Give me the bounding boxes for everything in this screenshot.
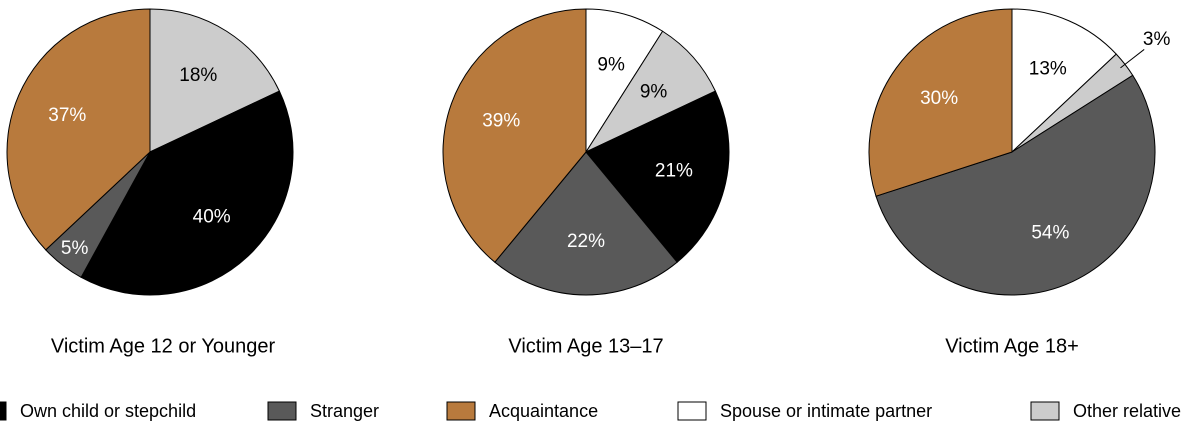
legend-label: Own child or stepchild	[20, 401, 196, 421]
data-label: 21%	[655, 161, 693, 182]
pie-slice	[585, 90, 730, 263]
pie-slice	[585, 8, 664, 154]
data-label: 37%	[48, 105, 86, 126]
data-label: 30%	[920, 88, 958, 109]
legend-swatch	[0, 401, 7, 421]
data-label: 54%	[1031, 223, 1069, 244]
legend-swatch	[677, 401, 707, 421]
data-label: 9%	[597, 55, 625, 76]
pie-slice	[80, 90, 294, 296]
pie-slice	[868, 8, 1013, 197]
pie-title: Victim Age 12 or Younger	[51, 335, 276, 357]
pie-slice	[1011, 8, 1117, 154]
pie-slice	[584, 30, 717, 154]
legend-label: Acquaintance	[489, 401, 598, 421]
pie-slice	[6, 8, 151, 251]
legend-swatch	[267, 401, 297, 421]
data-label: 9%	[640, 81, 668, 102]
data-label: 5%	[61, 238, 89, 259]
data-label: 22%	[567, 231, 605, 252]
legend-swatch	[1030, 401, 1060, 421]
pie-title: Victim Age 18+	[945, 335, 1079, 357]
pie-title: Victim Age 13–17	[508, 335, 663, 357]
pie-slice	[494, 151, 678, 296]
leader-line	[1120, 49, 1145, 69]
data-label: 13%	[1029, 58, 1067, 79]
pie-slice	[875, 74, 1156, 296]
legend-label: Stranger	[310, 401, 379, 421]
data-label: 39%	[482, 110, 520, 131]
data-label: 3%	[1143, 29, 1171, 50]
legend-label: Other relative	[1073, 401, 1181, 421]
legend-swatch	[446, 401, 476, 421]
legend-label: Spouse or intimate partner	[720, 401, 932, 421]
pie-slice	[442, 8, 587, 263]
data-label: 18%	[179, 65, 217, 86]
data-label: 40%	[193, 207, 231, 228]
pie-slice	[149, 8, 281, 153]
